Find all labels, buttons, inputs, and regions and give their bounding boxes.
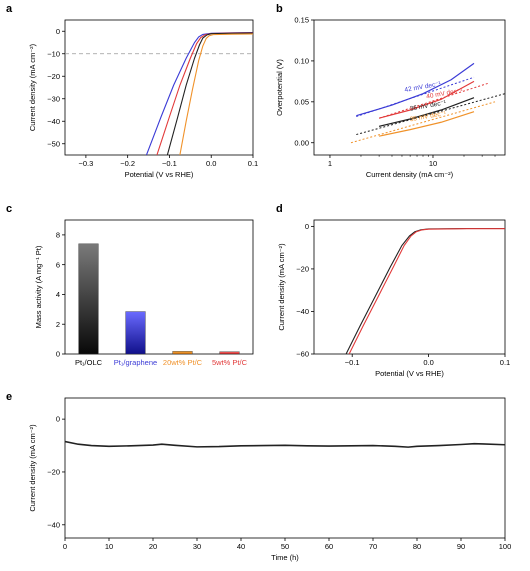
y-tick-label: −30 bbox=[47, 94, 60, 103]
x-tick-label: 30 bbox=[193, 542, 201, 551]
plot-frame bbox=[64, 397, 506, 539]
panel-b-chart: 0.00 0.05 0.10 0.15 1 10 Current density (mA c… bbox=[275, 16, 506, 179]
y-tick-label: −40 bbox=[47, 117, 60, 126]
bar-2 bbox=[172, 351, 193, 355]
series-line-2 bbox=[166, 32, 253, 155]
x-tick-label: −0.1 bbox=[162, 159, 177, 168]
series-line-0 bbox=[65, 440, 505, 448]
y-tick-label: 8 bbox=[56, 230, 60, 239]
y-tick-label: −10 bbox=[47, 49, 60, 58]
series-line-0 bbox=[345, 227, 505, 354]
series-line-1 bbox=[348, 228, 505, 354]
y-tick-label: −40 bbox=[47, 520, 60, 529]
y-tick-label: −60 bbox=[296, 350, 309, 359]
x-tick-label: 0 bbox=[63, 542, 67, 551]
fit-line-1 bbox=[378, 82, 490, 119]
x-tick-label: 0.0 bbox=[423, 358, 433, 367]
panel-letter-c: c bbox=[6, 203, 12, 215]
data-line-3 bbox=[378, 111, 475, 137]
y-tick-label: 0 bbox=[56, 27, 60, 36]
series-line-1 bbox=[156, 32, 253, 155]
data-line-2 bbox=[378, 97, 475, 127]
plot-frame bbox=[313, 19, 506, 156]
y-axis-label: Current density (mA cm⁻²) bbox=[28, 424, 37, 512]
bar-0 bbox=[78, 243, 99, 355]
y-axis-label: Overpotential (V) bbox=[275, 59, 284, 116]
fit-line-3 bbox=[350, 101, 496, 144]
x-tick-label: 1 bbox=[328, 159, 332, 168]
plot-frame bbox=[64, 219, 254, 355]
y-axis-label: Mass activity (A mg⁻¹ Pt) bbox=[34, 245, 43, 328]
x-tick-label: 20 bbox=[149, 542, 157, 551]
y-tick-label: −40 bbox=[296, 307, 309, 316]
y-tick-label: −50 bbox=[47, 139, 60, 148]
y-tick-label: 4 bbox=[56, 290, 60, 299]
x-tick-label: 10 bbox=[105, 542, 113, 551]
y-tick-label: −20 bbox=[296, 265, 309, 274]
y-tick-label: −20 bbox=[47, 72, 60, 81]
x-tick-label: 70 bbox=[369, 542, 377, 551]
x-tick-label: 100 bbox=[499, 542, 512, 551]
panel-letter-d: d bbox=[276, 203, 283, 215]
y-axis-label: Current density (mA cm⁻²) bbox=[277, 243, 286, 331]
x-tick-label: −0.3 bbox=[78, 159, 93, 168]
y-tick-label: 6 bbox=[56, 260, 60, 269]
x-axis-label: Potential (V vs RHE) bbox=[125, 170, 194, 179]
x-tick-label: 0.1 bbox=[500, 358, 510, 367]
panel-letter-e: e bbox=[6, 391, 12, 403]
y-tick-label: 2 bbox=[56, 320, 60, 329]
panel-letter-a: a bbox=[6, 3, 13, 15]
panel-e-chart: 0 −20 −40 0 10 20 30 40 50 60 70 80 90 100 Time (h) Cur… bbox=[28, 397, 512, 562]
category-label: Pt₁/graphene bbox=[114, 358, 157, 367]
y-tick-label: 0.15 bbox=[294, 16, 309, 25]
y-tick-label: 0.05 bbox=[294, 97, 309, 106]
panel-a-chart: 0 −10 −20 −30 −40 −50 −0.3 −0.2 −0.1 0.0 0.1 Potent… bbox=[28, 19, 258, 179]
data-line-0 bbox=[356, 62, 475, 117]
category-label: Pt₁/OLC bbox=[75, 358, 103, 367]
x-tick-label: 80 bbox=[413, 542, 421, 551]
category-label: 20wt% Pt/C bbox=[163, 358, 203, 367]
panel-letter-b: b bbox=[276, 3, 283, 15]
x-tick-label: 0.0 bbox=[206, 159, 216, 168]
y-tick-label: 0.10 bbox=[294, 57, 309, 66]
plot-frame bbox=[313, 219, 506, 355]
plot-frame bbox=[64, 19, 254, 156]
y-axis-label: Current density (mA cm⁻²) bbox=[28, 43, 37, 131]
y-tick-label: 0 bbox=[56, 415, 60, 424]
y-tick-label: −20 bbox=[47, 468, 60, 477]
x-axis-label: Current density (mA cm⁻²) bbox=[366, 170, 454, 179]
panel-d-chart: 0 −20 −40 −60 −0.1 0.0 0.1 Potential (V vs RHE)… bbox=[277, 219, 510, 378]
y-tick-label: 0 bbox=[305, 222, 309, 231]
x-tick-label: −0.2 bbox=[120, 159, 135, 168]
x-tick-label: 90 bbox=[457, 542, 465, 551]
y-tick-label: 0 bbox=[56, 350, 60, 359]
x-tick-label: 50 bbox=[281, 542, 289, 551]
x-tick-label: 60 bbox=[325, 542, 333, 551]
data-line-1 bbox=[378, 80, 475, 119]
panel-c-chart: 0 2 4 6 8 Mass activity (A mg⁻¹ Pt) Pt₁/OLC Pt₁… bbox=[34, 219, 254, 367]
x-axis-label: Time (h) bbox=[271, 553, 299, 562]
x-tick-label: −0.1 bbox=[345, 358, 360, 367]
x-tick-label: 10 bbox=[429, 159, 437, 168]
x-tick-label: 40 bbox=[237, 542, 245, 551]
y-tick-label: 0.00 bbox=[294, 138, 309, 147]
bar-1 bbox=[125, 311, 146, 355]
x-axis-label: Potential (V vs RHE) bbox=[375, 369, 444, 378]
x-tick-label: 0.1 bbox=[248, 159, 258, 168]
series-line-3 bbox=[179, 33, 253, 155]
bar-3 bbox=[219, 351, 240, 355]
fit-line-2 bbox=[356, 93, 505, 136]
category-label: 5wt% Pt/C bbox=[212, 358, 248, 367]
slope-annotation: 35 mV dec⁻¹ bbox=[409, 110, 447, 123]
